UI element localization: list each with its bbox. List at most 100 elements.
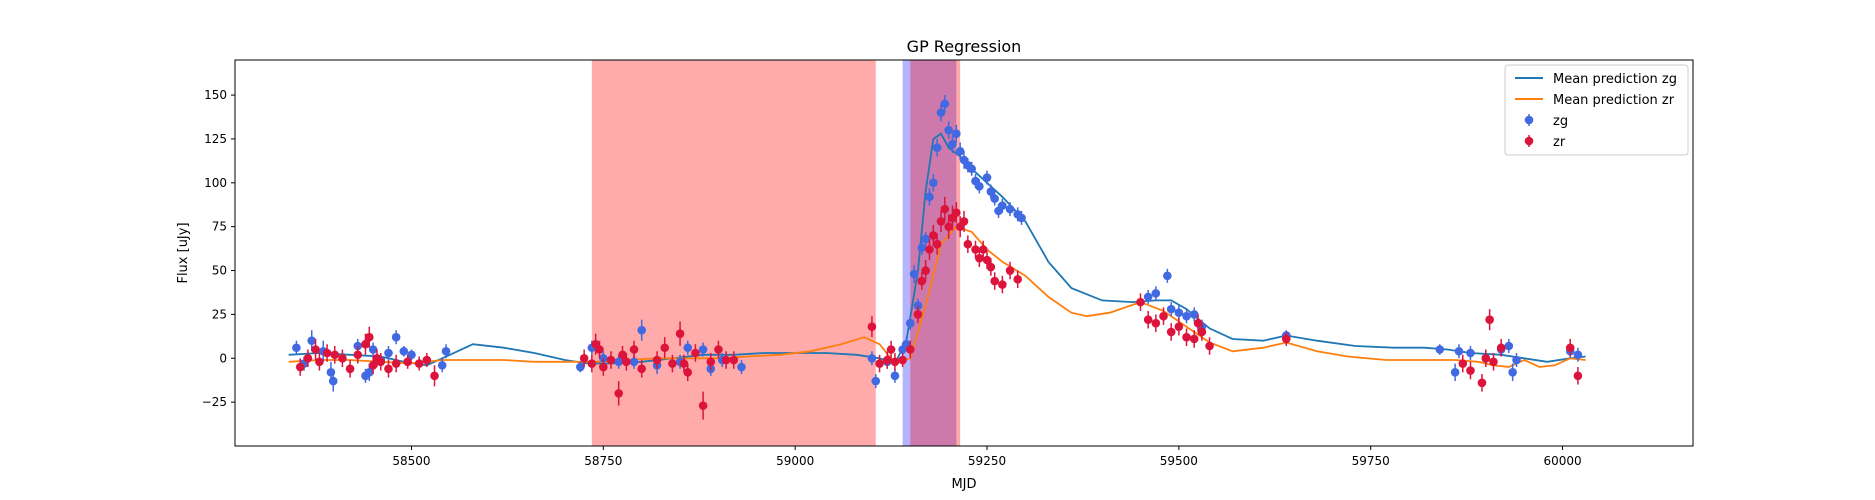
x-axis-label: MJD [951, 477, 976, 492]
data-point [311, 345, 320, 354]
data-point [971, 245, 980, 254]
data-point [1182, 332, 1191, 342]
legend-entry: zr [1524, 135, 1566, 150]
data-point [1136, 297, 1145, 307]
y-axis-label: Flux [uJy] [176, 222, 191, 283]
chart-title: GP Regression [907, 37, 1022, 56]
series-line-zr [288, 225, 1586, 368]
data-point [1193, 318, 1203, 328]
series-points-zr [295, 196, 1583, 420]
data-point [315, 357, 324, 367]
data-point [368, 360, 378, 370]
plot-frame [234, 59, 1694, 447]
data-point [629, 345, 639, 354]
data-point [414, 359, 424, 368]
legend-entry: Mean prediction zr [1515, 93, 1675, 108]
data-point [1166, 304, 1176, 314]
legend-marker-swatch [1524, 115, 1534, 125]
data-point [403, 357, 412, 367]
data-point [1481, 353, 1491, 363]
data-point [698, 345, 708, 354]
data-point [929, 178, 938, 188]
data-point [1163, 271, 1172, 281]
data-point [898, 355, 907, 365]
data-point [967, 164, 976, 174]
data-point [929, 231, 938, 240]
plot-area [288, 60, 1586, 446]
data-point [364, 332, 374, 342]
data-point [1005, 204, 1015, 214]
legend-entry: Mean prediction zg [1515, 72, 1677, 87]
data-point [940, 204, 950, 214]
data-point [307, 336, 317, 346]
y-tick-label: 125 [204, 132, 227, 146]
data-point [867, 322, 877, 331]
data-point [1205, 341, 1214, 351]
data-point [963, 239, 973, 249]
data-point [975, 182, 984, 191]
data-point [691, 348, 700, 358]
data-point [952, 208, 961, 217]
data-point [982, 255, 992, 265]
data-point [384, 364, 393, 374]
data-point [1151, 318, 1161, 328]
data-point [905, 345, 915, 354]
data-point [917, 243, 927, 253]
data-point [622, 357, 631, 367]
data-point [330, 350, 340, 360]
data-point [998, 280, 1007, 289]
data-point [936, 217, 946, 226]
data-point [1512, 355, 1521, 365]
data-point [668, 359, 677, 368]
data-point [913, 310, 923, 319]
data-point [932, 239, 942, 249]
data-point [909, 269, 919, 279]
data-point [683, 368, 693, 377]
data-point [391, 332, 401, 342]
data-point [361, 339, 370, 349]
data-point [1017, 213, 1026, 223]
data-point [1508, 368, 1517, 377]
data-point [683, 343, 693, 353]
y-tick-label: 75 [212, 220, 227, 234]
y-tick-label: 25 [212, 307, 227, 321]
data-point [1189, 334, 1199, 344]
legend-label: Mean prediction zg [1553, 72, 1677, 87]
data-point [737, 362, 746, 372]
data-point [944, 125, 953, 135]
data-point [599, 362, 608, 372]
data-point [1159, 311, 1168, 321]
data-point [721, 355, 731, 365]
data-point [990, 194, 999, 203]
data-point [441, 346, 451, 356]
data-point [1182, 311, 1191, 321]
data-point [422, 355, 432, 365]
data-point [1485, 315, 1494, 324]
data-point [925, 192, 934, 202]
data-point [990, 276, 999, 286]
data-point [955, 146, 965, 156]
data-point [1565, 343, 1575, 353]
data-point [614, 357, 623, 367]
data-point [729, 355, 739, 365]
data-point [986, 262, 996, 272]
data-point [952, 129, 961, 138]
data-point [867, 353, 877, 363]
data-point [706, 357, 716, 367]
data-point [303, 353, 313, 363]
data-point [975, 253, 984, 263]
data-point [1174, 308, 1184, 317]
data-point [1573, 350, 1583, 360]
data-point [978, 245, 988, 254]
data-point [698, 401, 708, 410]
data-point [1166, 327, 1176, 337]
data-point [882, 355, 892, 365]
data-point [1189, 310, 1199, 319]
data-point [437, 360, 447, 370]
legend-label: zr [1553, 135, 1566, 150]
data-point [399, 346, 409, 356]
data-point [940, 99, 950, 109]
data-point [1174, 322, 1184, 331]
data-point [660, 343, 670, 353]
legend-box [1504, 64, 1689, 156]
